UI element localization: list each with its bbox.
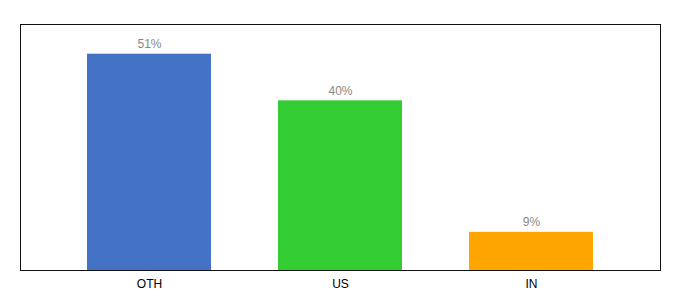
svg-text:40%: 40% bbox=[328, 84, 352, 98]
svg-text:9%: 9% bbox=[523, 215, 541, 229]
svg-text:51%: 51% bbox=[137, 37, 161, 51]
svg-text:OTH: OTH bbox=[137, 277, 162, 291]
svg-text:IN: IN bbox=[526, 277, 538, 291]
svg-text:US: US bbox=[332, 277, 349, 291]
